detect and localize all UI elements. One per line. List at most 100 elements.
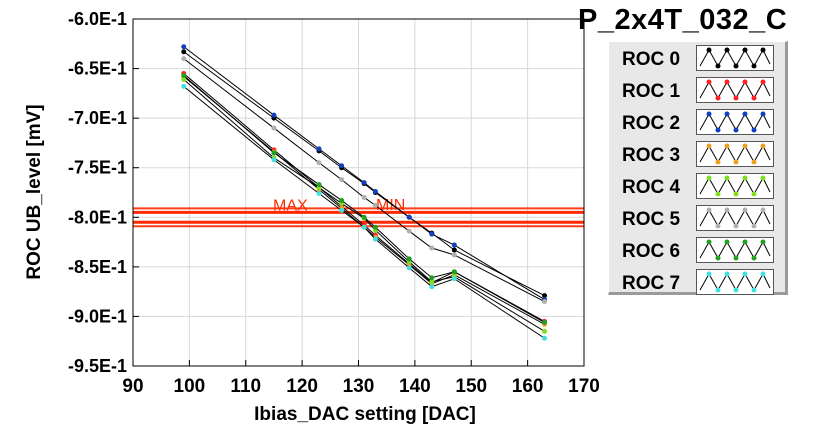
legend-swatch-icon [699, 79, 771, 101]
series-line [183, 79, 545, 332]
series-line [183, 58, 545, 303]
series-roc-7 [181, 83, 548, 341]
legend-swatch [696, 205, 774, 231]
legend-swatch-icon [699, 111, 771, 133]
data-point [181, 73, 187, 79]
series-line [183, 51, 545, 297]
reference-label-min: MIN [376, 197, 405, 214]
data-point [181, 76, 187, 82]
x-tick-label: 110 [230, 376, 261, 397]
data-point [316, 182, 322, 188]
legend-swatch-icon [699, 175, 771, 197]
legend-label: ROC 2 [622, 113, 681, 134]
data-point [542, 293, 548, 299]
legend-label: ROC 1 [622, 81, 681, 102]
data-point [429, 279, 435, 285]
data-point [429, 284, 435, 290]
legend-swatch [696, 77, 774, 103]
x-tick-label: 120 [286, 376, 318, 397]
data-point [451, 276, 457, 282]
legend-swatch-icon [699, 207, 771, 229]
data-point [361, 214, 367, 220]
x-tick-label: 170 [568, 376, 600, 397]
y-tick-label: -6.5E-1 [68, 59, 127, 79]
legend-swatch-icon [699, 143, 771, 165]
series-roc-2 [181, 44, 548, 303]
y-tick-label: -9.0E-1 [68, 306, 127, 326]
data-point [429, 245, 435, 251]
data-point [451, 269, 457, 275]
x-tick-label: 150 [455, 376, 487, 397]
data-point [542, 319, 548, 325]
legend-label: ROC 6 [622, 241, 681, 262]
y-tick-label: -8.5E-1 [68, 257, 127, 277]
x-axis-label: Ibias_DAC setting [DAC] [254, 404, 476, 425]
legend-item: ROC 6 [612, 237, 786, 265]
data-point [339, 163, 345, 169]
legend-item: ROC 7 [612, 269, 786, 297]
data-point [372, 189, 378, 195]
legend-label: ROC 7 [622, 273, 681, 294]
x-tick-label: 140 [399, 376, 431, 397]
data-point [181, 44, 187, 50]
legend-item: ROC 2 [612, 109, 786, 137]
data-point [271, 112, 277, 118]
y-tick-label: -7.5E-1 [68, 158, 127, 178]
legend-label: ROC 5 [622, 209, 681, 230]
legend-item: ROC 1 [612, 77, 786, 105]
data-point [372, 224, 378, 230]
x-tick-label: 160 [512, 376, 544, 397]
data-point [542, 335, 548, 341]
data-point [451, 242, 457, 248]
series-roc-5 [181, 56, 548, 305]
legend-swatch [696, 141, 774, 167]
legend-swatch-icon [699, 239, 771, 261]
data-point [181, 49, 187, 55]
legend-swatch [696, 45, 774, 71]
legend-item: ROC 3 [612, 141, 786, 169]
data-point [406, 256, 412, 262]
data-point [429, 275, 435, 281]
data-point [406, 214, 412, 220]
data-point [406, 228, 412, 234]
y-tick-label: -9.5E-1 [68, 356, 127, 376]
y-axis-label: ROC UB_level [mV] [24, 104, 45, 279]
legend-swatch [696, 269, 774, 295]
data-point [339, 177, 345, 183]
data-point [542, 328, 548, 334]
data-point [271, 125, 277, 131]
legend-label: ROC 0 [622, 49, 681, 70]
series-group [181, 44, 548, 341]
data-point [542, 299, 548, 305]
legend-swatch [696, 109, 774, 135]
legend-swatch-icon [699, 47, 771, 69]
data-point [361, 180, 367, 186]
data-point [316, 146, 322, 152]
legend-item: ROC 5 [612, 205, 786, 233]
data-point [372, 202, 378, 208]
y-tick-label: -7.0E-1 [68, 108, 127, 128]
data-point [429, 231, 435, 237]
series-line [183, 86, 545, 339]
legend-label: ROC 3 [622, 145, 681, 166]
legend-swatch [696, 237, 774, 263]
axis-ticks: 90 100 110 120 130 140 150 160 170 -6.0E-1 -6.5E-1… [68, 9, 600, 397]
legend-item: ROC 4 [612, 173, 786, 201]
data-point [316, 160, 322, 166]
legend-swatch-icon [699, 271, 771, 293]
series-roc-3 [181, 74, 548, 327]
data-point [316, 190, 322, 196]
legend-label: ROC 4 [622, 177, 681, 198]
y-tick-label: -6.0E-1 [68, 9, 127, 29]
series-roc-6 [181, 73, 548, 325]
x-tick-label: 130 [343, 376, 375, 397]
data-point [406, 265, 412, 271]
data-point [181, 83, 187, 89]
data-point [271, 157, 277, 163]
y-tick-label: -8.0E-1 [68, 207, 127, 227]
data-point [451, 252, 457, 258]
data-point [361, 224, 367, 230]
x-tick-label: 90 [122, 376, 143, 397]
x-tick-label: 100 [174, 376, 206, 397]
